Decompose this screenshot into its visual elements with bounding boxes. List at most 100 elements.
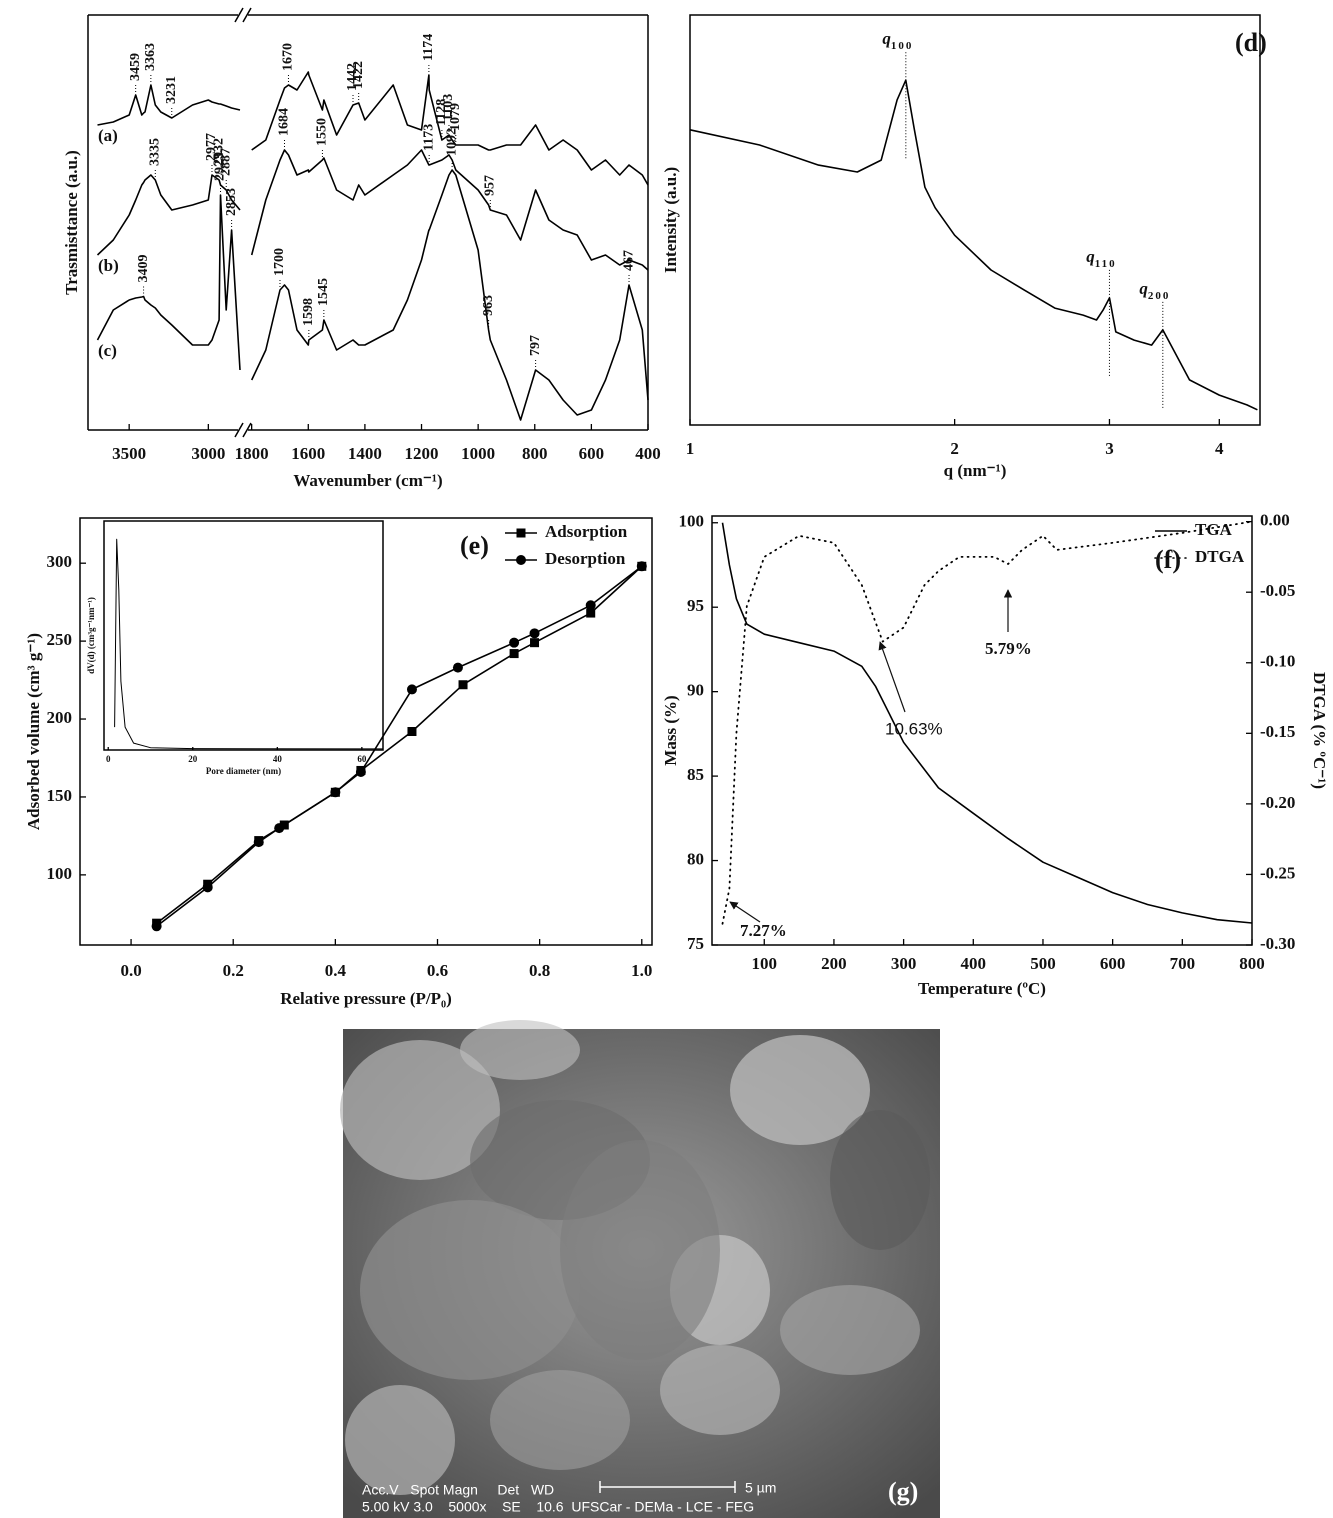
- data-point: [407, 727, 417, 736]
- series-line: [250, 169, 649, 421]
- panel-label: (g): [888, 1477, 918, 1506]
- y2-tick-label: -0.05: [1260, 581, 1295, 600]
- data-point: [253, 837, 264, 848]
- x-tick-label: 300: [891, 954, 917, 973]
- y-axis-label: Trasmisttance (a.u.): [62, 150, 81, 295]
- chart-panel: 0 20 40 60 Pore diameter (nm) dV(d) (cm³g⁻¹nm…: [86, 520, 384, 776]
- series-label: (a): [98, 126, 118, 145]
- series-label: (c): [98, 341, 117, 360]
- x-axis-label: Wavenumber (cm⁻¹): [293, 471, 442, 490]
- x-tick-label: 60: [357, 754, 367, 764]
- y-tick-label: 80: [687, 849, 704, 868]
- y-tick-label: 200: [47, 708, 73, 727]
- y-axis-label: Adsorbed volume (cm³ g⁻¹): [24, 633, 43, 830]
- y-tick-label: 90: [687, 681, 704, 700]
- data-point: [458, 680, 468, 690]
- legend-label: Adsorption: [545, 522, 628, 541]
- x-tick-label: 3: [1105, 439, 1114, 458]
- plot-frame: [103, 520, 384, 751]
- series-line: [114, 538, 384, 750]
- peak-symbol: q: [1139, 279, 1148, 298]
- series-label: (b): [98, 256, 119, 275]
- x-tick-label: 0.6: [427, 961, 448, 980]
- chart-panel: 100 200 300 400 500 600 700 800 75 80 85 90 95 100 0.0…: [661, 511, 1329, 998]
- peak-label: 2887: [218, 148, 233, 176]
- peak-label: 1700: [272, 248, 287, 276]
- x-tick-label: 100: [752, 954, 778, 973]
- chart-panel: 0.0 0.2 0.4 0.6 0.8 1.0100150200250300Relativ…: [24, 517, 653, 1008]
- legend-marker: [516, 528, 526, 538]
- peak-label: q100: [882, 29, 913, 52]
- peak-label: 2923: [213, 153, 228, 181]
- axis-break: [242, 422, 252, 438]
- sem-particle: [780, 1285, 920, 1375]
- sem-particle: [460, 1020, 580, 1080]
- peak-label: 467: [621, 250, 636, 271]
- data-point: [202, 882, 213, 893]
- x-tick-label: 0: [106, 754, 111, 764]
- peak-label: 797: [528, 335, 543, 356]
- peak-label: 1670: [281, 43, 296, 71]
- axis-break: [242, 7, 252, 23]
- x-tick-label: 700: [1170, 954, 1196, 973]
- peak-label: 3409: [136, 255, 151, 283]
- x-tick-label: 600: [579, 444, 605, 463]
- x-tick-label: 400: [961, 954, 987, 973]
- series-line: [250, 149, 649, 271]
- sem-particle: [560, 1140, 720, 1360]
- x-tick-label: 1000: [461, 444, 495, 463]
- y2-tick-label: -0.10: [1260, 652, 1295, 671]
- peak-label: 3335: [148, 138, 163, 166]
- x-tick-label: 4: [1215, 439, 1224, 458]
- peak-label: q200: [1139, 279, 1170, 302]
- series-line: [721, 520, 1253, 925]
- series-line: [689, 79, 1258, 411]
- peak-label: 957: [483, 175, 498, 196]
- y-axis-label: Intensity (a.u.): [661, 167, 680, 273]
- y-tick-label: 95: [687, 596, 704, 615]
- data-point: [509, 649, 519, 659]
- x-tick-label: 500: [1030, 954, 1056, 973]
- peak-label: 1598: [301, 298, 316, 326]
- x-tick-label: 0.8: [529, 961, 550, 980]
- annotation: 10.63%: [885, 719, 943, 738]
- sem-particle: [340, 1040, 500, 1180]
- x-tick-label: 200: [821, 954, 847, 973]
- peak-symbol: q: [882, 29, 891, 48]
- annotation: 7.27%: [740, 921, 787, 940]
- x-tick-label: 3500: [112, 444, 146, 463]
- data-point: [530, 638, 540, 648]
- x-tick-label: 0.2: [223, 961, 244, 980]
- series-line: [156, 565, 643, 927]
- series-line: [721, 522, 1253, 924]
- peak-index: 110: [1095, 257, 1117, 269]
- x-tick-label: 1800: [235, 444, 269, 463]
- data-point: [452, 662, 463, 673]
- plot-frame: [711, 515, 1253, 946]
- peak-label: 1079: [448, 103, 463, 131]
- x-tick-label: 800: [1239, 954, 1265, 973]
- peak-label: 963: [481, 295, 496, 316]
- data-point: [151, 921, 162, 932]
- y-axis-label: dV(d) (cm³g⁻¹nm⁻¹): [86, 597, 96, 674]
- peak-index: 100: [891, 40, 914, 52]
- x-axis-label: Pore diameter (nm): [206, 766, 281, 776]
- data-point: [330, 787, 341, 798]
- data-point: [529, 628, 540, 639]
- y-tick-label: 100: [679, 512, 705, 531]
- annotation-arrow: [878, 641, 906, 713]
- annotation: 5.79%: [985, 639, 1032, 658]
- data-point: [586, 608, 596, 618]
- series-line: [156, 565, 643, 924]
- chart-panel: 3500 3000 1800 1600 1400 1200 1000 800 600 400 Wav…: [62, 7, 661, 490]
- panel-label: (d): [1235, 28, 1267, 57]
- x-tick-label: 40: [273, 754, 283, 764]
- axis-break: [234, 422, 244, 438]
- peak-label: 1545: [316, 278, 331, 306]
- chart-panel: 1 2 3 4q (nm⁻¹)Intensity (a.u.)(d)q100q110q…: [661, 14, 1267, 480]
- plot-frame: [79, 517, 653, 946]
- series-line: [96, 194, 241, 371]
- peak-index: 200: [1148, 289, 1171, 301]
- peak-label: 2853: [224, 188, 239, 216]
